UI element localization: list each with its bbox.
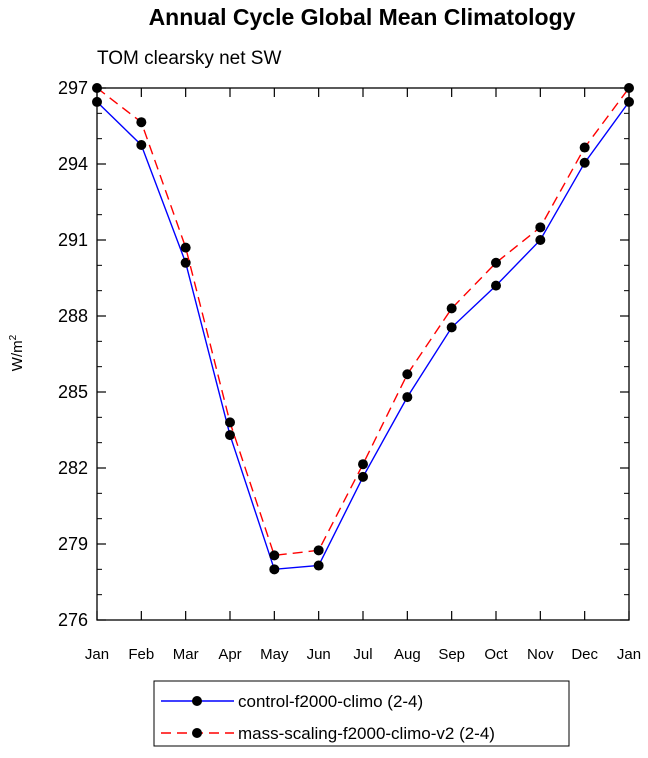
data-point bbox=[313, 560, 324, 571]
data-point bbox=[136, 140, 147, 150]
data-point bbox=[225, 417, 235, 428]
data-point bbox=[136, 117, 147, 128]
x-tick-label: Aug bbox=[394, 646, 421, 663]
chart-subtitle: TOM clearsky net SW bbox=[97, 48, 281, 69]
x-tick-label: Oct bbox=[484, 646, 508, 663]
y-axis-label-superscript: 2 bbox=[8, 334, 19, 340]
x-tick-label: Jan bbox=[85, 646, 109, 663]
y-tick-label: 297 bbox=[58, 78, 88, 98]
series-0 bbox=[92, 96, 634, 575]
data-point bbox=[358, 471, 368, 482]
x-tick-label: Nov bbox=[527, 646, 554, 663]
data-point bbox=[358, 459, 368, 470]
plot-frame bbox=[96, 87, 630, 621]
chart-title: Annual Cycle Global Mean Climatology bbox=[149, 4, 576, 30]
series-line bbox=[96, 87, 630, 557]
data-point bbox=[491, 257, 501, 268]
x-tick-label: Apr bbox=[218, 646, 241, 663]
y-tick-label: 294 bbox=[58, 154, 88, 174]
legend-box bbox=[153, 680, 570, 747]
x-tick-label: Mar bbox=[173, 646, 199, 663]
data-point bbox=[313, 545, 324, 556]
x-tick-label: Jul bbox=[353, 646, 372, 663]
y-tick-label: 288 bbox=[58, 306, 88, 326]
data-point bbox=[402, 392, 413, 403]
axis-ticks bbox=[96, 87, 630, 621]
data-point bbox=[402, 369, 413, 380]
data-point bbox=[269, 550, 280, 561]
data-point bbox=[269, 564, 280, 575]
legend-label-mass-scaling: mass-scaling-f2000-climo-v2 (2-4) bbox=[238, 724, 495, 743]
y-tick-label: 276 bbox=[58, 610, 88, 630]
data-point bbox=[446, 303, 457, 314]
x-tick-label: May bbox=[260, 646, 289, 663]
data-point bbox=[535, 222, 546, 233]
data-point bbox=[225, 430, 235, 441]
y-axis-label-text: W/m bbox=[9, 340, 26, 371]
data-point bbox=[180, 242, 191, 253]
y-axis-label: W/m2 bbox=[8, 334, 26, 371]
data-point bbox=[579, 157, 590, 168]
x-tick-label: Jan bbox=[617, 646, 641, 663]
series-layer bbox=[92, 83, 634, 575]
series-1 bbox=[92, 83, 634, 561]
data-point bbox=[491, 280, 501, 291]
legend: control-f2000-climo (2-4) mass-scaling-f… bbox=[153, 680, 570, 747]
y-tick-label: 285 bbox=[58, 382, 88, 402]
data-point bbox=[535, 235, 546, 245]
x-tick-label: Jun bbox=[307, 646, 331, 663]
y-tick-label: 279 bbox=[58, 534, 88, 554]
x-tick-labels: Jan Feb Mar Apr May Jun Jul Aug Sep Oct Nov Dec Jan bbox=[85, 646, 641, 663]
y-tick-label: 282 bbox=[58, 458, 88, 478]
legend-marker-control bbox=[192, 696, 202, 706]
series-line bbox=[96, 101, 630, 571]
x-tick-label: Sep bbox=[438, 646, 465, 663]
data-point bbox=[579, 142, 590, 153]
x-tick-label: Feb bbox=[128, 646, 154, 663]
svg-text:W/m2: W/m2 bbox=[8, 334, 26, 371]
legend-label-control: control-f2000-climo (2-4) bbox=[238, 692, 423, 711]
data-point bbox=[180, 257, 191, 268]
x-tick-label: Dec bbox=[571, 646, 598, 663]
legend-marker-mass-scaling bbox=[192, 728, 202, 738]
data-point bbox=[446, 322, 457, 333]
y-tick-labels: 276 279 282 285 288 291 294 297 bbox=[58, 78, 88, 630]
y-tick-label: 291 bbox=[58, 230, 88, 250]
